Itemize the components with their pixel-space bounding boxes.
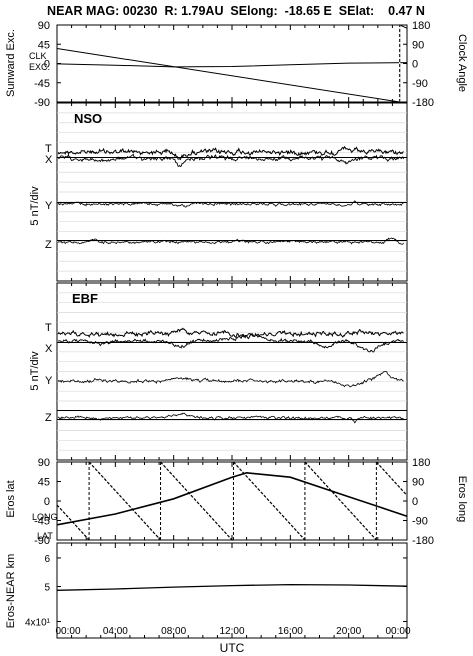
ylabel-clock-angle: Clock Angle bbox=[456, 34, 468, 92]
x-tick-label: 08:00 bbox=[161, 626, 186, 637]
ebf-label-y: Y bbox=[45, 375, 53, 387]
series-lat bbox=[56, 471, 408, 526]
long-segment bbox=[160, 461, 234, 542]
y-tick-label-right: 0 bbox=[412, 496, 418, 508]
y-tick-label-left: -90 bbox=[34, 97, 50, 109]
annotation-long: LONG bbox=[32, 512, 58, 522]
y-tick-label-left: 0 bbox=[44, 59, 50, 71]
long-segment bbox=[375, 461, 408, 496]
y-tick-label-left: 90 bbox=[38, 20, 50, 32]
y-tick-label-right: 180 bbox=[412, 20, 430, 32]
nso-label-t: T bbox=[45, 143, 52, 155]
y-tick-label-right: -180 bbox=[412, 535, 434, 547]
annotation-clk: CLK bbox=[29, 51, 47, 61]
panel-eros-position: Eros lat Eros long LONG LAT 90 45 0 -45 -90 1… bbox=[5, 457, 468, 547]
x-tick-label: 00:00 bbox=[385, 626, 410, 637]
y-tick-label-left: 45 bbox=[38, 39, 50, 51]
nso-label-z: Z bbox=[45, 239, 52, 251]
y-tick-label-right: 90 bbox=[412, 39, 424, 51]
ebf-label: EBF bbox=[72, 291, 98, 306]
y-tick-label-left: -90 bbox=[34, 535, 50, 547]
y-tick-label-left: 90 bbox=[38, 457, 50, 469]
panel-range: Eros-NEAR km 6 5 4x10¹ bbox=[5, 542, 408, 639]
x-tick-label: 00:00 bbox=[55, 626, 80, 637]
ylabel-nso: 5 nT/div bbox=[29, 186, 41, 226]
long-segment bbox=[304, 461, 377, 541]
series-exc bbox=[56, 62, 408, 68]
x-tick-label: 16:00 bbox=[278, 626, 303, 637]
y-tick-label-right: -180 bbox=[412, 97, 434, 109]
annotation-exc: EXC. bbox=[29, 62, 50, 72]
series-eros-near-km bbox=[56, 583, 408, 591]
ylabel-eros-lat: Eros lat bbox=[5, 480, 17, 517]
ebf-label-t: T bbox=[45, 322, 52, 334]
ebf-trace-t bbox=[57, 327, 404, 340]
x-tick-label: 20:00 bbox=[336, 626, 361, 637]
nso-label: NSO bbox=[74, 111, 102, 126]
y-tick-label-right: 180 bbox=[412, 457, 430, 469]
x-axis-label: UTC bbox=[220, 641, 245, 655]
y-tick-label-right: 0 bbox=[412, 59, 418, 71]
panel-range-frame bbox=[56, 542, 408, 639]
long-segment bbox=[88, 461, 161, 541]
long-segment bbox=[56, 504, 90, 541]
nso-trace-x bbox=[57, 153, 405, 167]
y-tick-label-left: -45 bbox=[34, 78, 50, 90]
ebf-trace-y bbox=[57, 370, 404, 388]
annotation-lat: LAT bbox=[37, 531, 53, 541]
y-tick-label-left: 45 bbox=[38, 477, 50, 489]
panel-orientation: Sunward Exc. Clock Angle CLK EXC. 90 45 0 -… bbox=[5, 20, 468, 109]
ylabel-ebf: 5 nT/div bbox=[29, 351, 41, 391]
panel-eros-frame bbox=[56, 461, 408, 541]
y-tick-label: 6 bbox=[44, 554, 50, 565]
x-axis: 00:00 04:00 08:00 12:00 16:00 20:00 00:00 bbox=[55, 626, 410, 637]
ebf-label-z: Z bbox=[45, 412, 52, 424]
y-tick-label-right: 90 bbox=[412, 477, 424, 489]
nso-label-x: X bbox=[45, 154, 53, 166]
x-tick-label: 12:00 bbox=[219, 626, 244, 637]
y-tick-label-left: -45 bbox=[34, 516, 50, 528]
ebf-trace-z bbox=[57, 412, 404, 424]
panel-ebf: EBF 5 nT/div T X Y Z bbox=[29, 282, 408, 461]
nso-trace-z bbox=[57, 237, 404, 245]
panel-nso: NSO 5 nT/div T X Y Z bbox=[29, 102, 408, 282]
y-tick-label-right: -90 bbox=[412, 516, 428, 528]
nso-trace-y bbox=[57, 200, 404, 208]
y-tick-label: 5 bbox=[44, 583, 50, 594]
ylabel-eros-near-km: Eros-NEAR km bbox=[5, 554, 17, 629]
y-tick-label: 4x10¹ bbox=[25, 617, 51, 628]
x-tick-label: 04:00 bbox=[103, 626, 128, 637]
nso-trace-t bbox=[57, 145, 404, 161]
ylabel-sunward-exc: Sunward Exc. bbox=[5, 29, 17, 97]
ylabel-eros-long: Eros long bbox=[456, 476, 468, 522]
long-segment bbox=[233, 461, 306, 541]
y-tick-label-right: -90 bbox=[412, 78, 428, 90]
nso-label-y: Y bbox=[45, 200, 53, 212]
y-tick-label-left: 0 bbox=[44, 496, 50, 508]
ebf-trace-x bbox=[57, 332, 404, 353]
figure-title: NEAR MAG: 00230 R: 1.79AU SElong: -18.65… bbox=[47, 4, 425, 18]
ebf-label-x: X bbox=[45, 343, 53, 355]
